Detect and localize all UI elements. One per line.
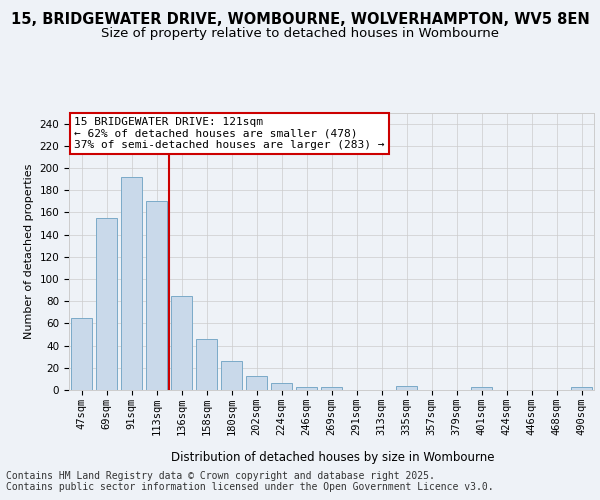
Bar [571, 386, 592, 390]
Text: 15 BRIDGEWATER DRIVE: 121sqm
← 62% of detached houses are smaller (478)
37% of s: 15 BRIDGEWATER DRIVE: 121sqm ← 62% of de… [74, 116, 385, 150]
Bar [471, 386, 492, 390]
Bar [96, 218, 117, 390]
Bar [246, 376, 267, 390]
Bar [146, 202, 167, 390]
Bar [196, 339, 217, 390]
Text: Contains public sector information licensed under the Open Government Licence v3: Contains public sector information licen… [6, 482, 494, 492]
Bar [296, 386, 317, 390]
Bar [71, 318, 92, 390]
Bar [271, 384, 292, 390]
Bar [396, 386, 417, 390]
Bar [121, 177, 142, 390]
Y-axis label: Number of detached properties: Number of detached properties [24, 164, 34, 339]
Text: Distribution of detached houses by size in Wombourne: Distribution of detached houses by size … [171, 451, 495, 464]
Text: Contains HM Land Registry data © Crown copyright and database right 2025.: Contains HM Land Registry data © Crown c… [6, 471, 435, 481]
Text: 15, BRIDGEWATER DRIVE, WOMBOURNE, WOLVERHAMPTON, WV5 8EN: 15, BRIDGEWATER DRIVE, WOMBOURNE, WOLVER… [11, 12, 589, 28]
Bar [221, 361, 242, 390]
Bar [171, 296, 192, 390]
Bar [321, 386, 342, 390]
Text: Size of property relative to detached houses in Wombourne: Size of property relative to detached ho… [101, 28, 499, 40]
